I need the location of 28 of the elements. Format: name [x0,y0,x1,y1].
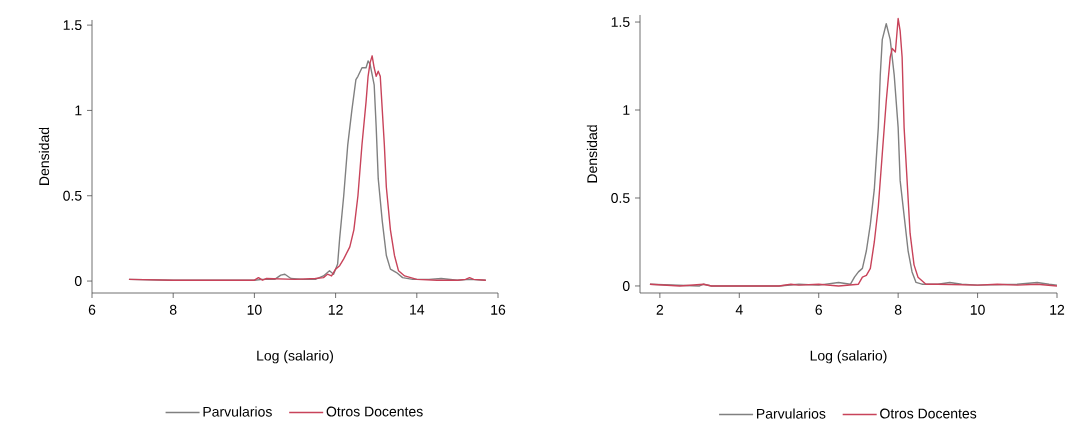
legend-label: Otros Docentes [880,408,977,419]
x-tick-label: 2 [656,304,664,315]
y-axis-title: Densidad [586,125,598,183]
y-axis-title: Densidad [38,127,50,185]
y-tick-label: 0.5 [611,193,630,203]
legend-label: Parvularios [203,406,272,417]
x-axis-title: Log (salario) [257,350,334,364]
y-tick-label: 0 [74,276,82,287]
x-tick-label: 16 [491,304,506,315]
x-tick-label: 10 [247,304,262,315]
y-tick-label: 1.5 [63,20,82,30]
legend-label: Parvularios [757,408,826,419]
x-tick-label: 8 [169,304,177,315]
x-tick-label: 4 [735,304,743,315]
y-tick-label: 1.5 [611,17,630,27]
x-tick-label: 14 [410,304,425,315]
x-axis-title: Log (salario) [810,350,887,364]
x-tick-label: 12 [328,304,343,315]
y-tick-label: 0.5 [63,190,82,201]
x-tick-label: 12 [1050,304,1065,315]
x-tick-label: 6 [88,304,96,315]
x-tick-label: 8 [894,304,902,315]
x-tick-label: 10 [970,304,985,315]
legend-label: Otros Docentes [326,406,423,417]
x-tick-label: 6 [815,304,822,315]
y-tick-label: 0 [622,281,630,291]
y-tick-label: 1 [623,105,630,115]
y-tick-label: 1 [75,105,82,116]
